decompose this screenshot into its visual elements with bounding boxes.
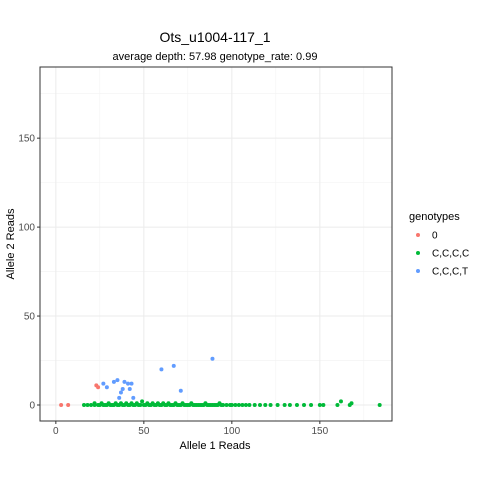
y-tick-label: 50: [24, 312, 36, 323]
data-point: [236, 402, 241, 407]
data-point: [82, 402, 86, 407]
x-tick-label: 100: [223, 426, 240, 437]
y-axis-label: Allele 2 Reads: [5, 208, 17, 279]
y-tick-label: 100: [18, 223, 35, 234]
data-point: [96, 385, 101, 390]
data-point: [263, 402, 268, 407]
data-point: [104, 385, 109, 390]
data-point: [221, 402, 226, 407]
data-point: [377, 402, 382, 407]
data-point: [287, 402, 292, 407]
data-point: [233, 402, 238, 407]
data-point: [282, 402, 287, 407]
data-point: [140, 399, 145, 404]
data-point: [118, 390, 123, 395]
legend-label: C,C,C,C: [432, 249, 469, 260]
data-point: [252, 402, 257, 407]
x-tick-label: 0: [53, 426, 59, 437]
data-point: [131, 395, 136, 400]
chart-subtitle: average depth: 57.98 genotype_rate: 0.99: [113, 51, 318, 63]
x-tick-label: 50: [138, 426, 150, 437]
legend-key: [416, 233, 420, 237]
x-tick-label: 150: [311, 426, 328, 437]
legend-label: C,C,C,T: [432, 267, 468, 278]
data-point: [89, 402, 94, 407]
data-point: [111, 379, 116, 384]
data-point: [243, 402, 248, 407]
data-point: [240, 402, 245, 407]
legend-title: genotypes: [409, 211, 460, 223]
data-point: [317, 402, 322, 407]
data-point: [302, 402, 306, 407]
data-point: [338, 399, 343, 404]
data-point: [159, 367, 164, 372]
data-point: [120, 386, 125, 391]
data-point: [275, 402, 280, 407]
data-point: [129, 381, 134, 386]
data-point: [258, 402, 262, 407]
x-axis-label: Allele 1 Reads: [180, 440, 251, 452]
plot-background: [40, 67, 392, 421]
legend: genotypes 0 C,C,C,C C,C,C,T: [409, 211, 469, 278]
data-point: [171, 363, 176, 368]
data-point: [85, 402, 90, 407]
legend-key: [416, 269, 420, 273]
data-point: [59, 402, 64, 407]
data-point: [210, 356, 215, 361]
data-point: [349, 401, 354, 406]
data-point: [224, 402, 229, 407]
data-point: [138, 402, 143, 407]
legend-label: 0: [432, 231, 438, 242]
data-point: [117, 395, 122, 400]
data-point: [335, 402, 340, 407]
plot-area: 0 50 100 150 0 50 100 150: [18, 66, 393, 437]
y-tick-label: 150: [18, 134, 35, 145]
plot-border: [39, 66, 393, 422]
data-point: [122, 379, 127, 384]
data-point: [321, 402, 326, 407]
data-point: [127, 386, 132, 391]
chart-title: Ots_u1004-117_1: [159, 29, 270, 45]
data-point: [247, 402, 252, 407]
data-point: [92, 401, 97, 406]
data-point: [294, 402, 299, 407]
data-point: [115, 378, 120, 383]
data-point: [178, 388, 183, 393]
data-point: [101, 381, 106, 386]
legend-key: [416, 251, 420, 255]
data-point: [66, 402, 71, 407]
y-tick-label: 0: [29, 400, 35, 411]
data-point: [126, 381, 130, 386]
data-point: [268, 402, 273, 407]
data-point: [229, 402, 234, 407]
data-point: [309, 402, 314, 407]
